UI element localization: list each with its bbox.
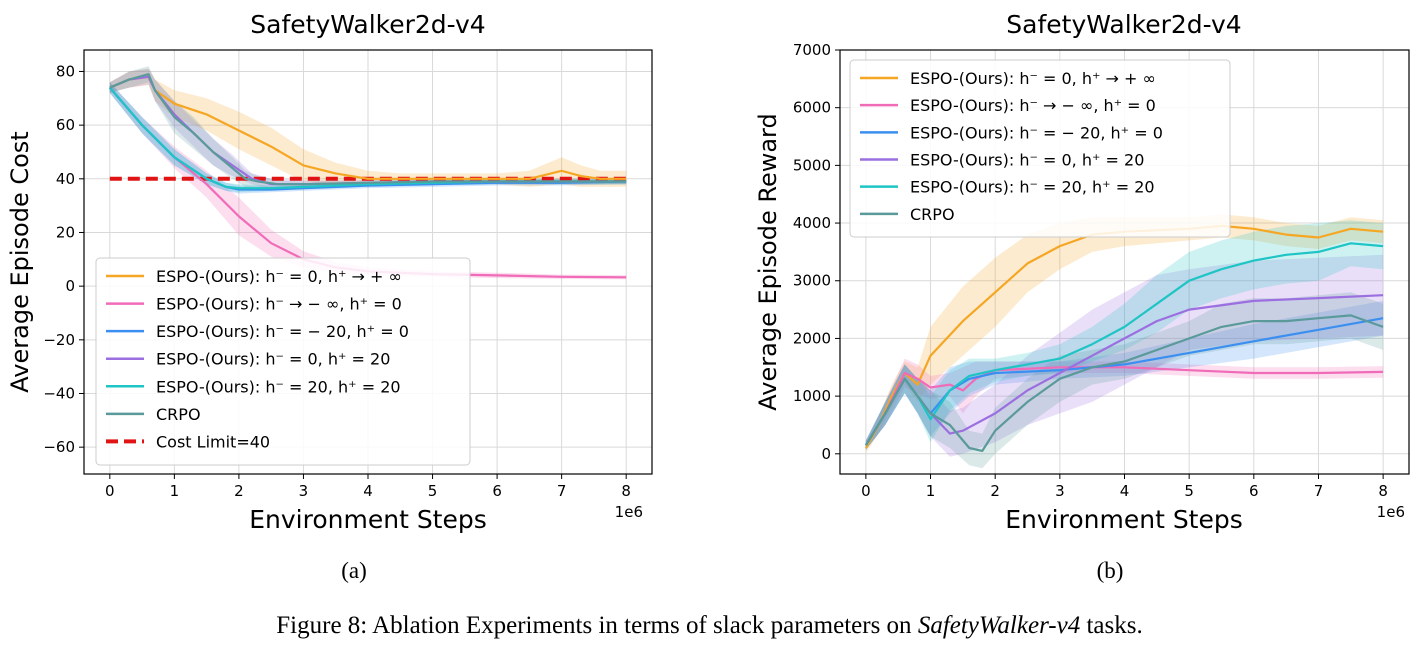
chart-panel-b: SafetyWalker2d-v4 Average Episode Reward… [754, 10, 1410, 583]
series-band [109, 82, 627, 280]
legend-label: ESPO-(Ours): h⁻ = 0, h⁺ → + ∞ [156, 267, 402, 286]
legend-label: ESPO-(Ours): h⁻ = 20, h⁺ = 20 [910, 178, 1155, 197]
series-band [865, 220, 1384, 450]
y-axis-label: Average Episode Reward [754, 113, 782, 410]
series-line [109, 73, 627, 186]
legend-label: CRPO [910, 205, 955, 224]
series-line [109, 75, 627, 180]
series-band [865, 254, 1384, 457]
legend-label: ESPO-(Ours): h⁻ → − ∞, h⁺ = 0 [910, 96, 1156, 115]
x-tick-label: 7 [1314, 482, 1324, 500]
x-tick-label: 1 [170, 482, 180, 500]
x-offset-text: 1e6 [615, 503, 643, 521]
x-tick-label: 3 [299, 482, 309, 500]
y-tick-label: 0 [65, 277, 75, 295]
panel-label: (b) [1097, 558, 1124, 583]
series-line [864, 314, 1384, 452]
y-tick-label: 20 [56, 223, 75, 241]
x-axis-label: Environment Steps [249, 505, 487, 534]
y-tick-label: 80 [56, 62, 75, 80]
legend-box [95, 257, 471, 466]
y-tick-label: 40 [56, 170, 75, 188]
legend-label: ESPO-(Ours): h⁻ = − 20, h⁺ = 0 [910, 123, 1163, 142]
legend-label: Cost Limit=40 [156, 432, 270, 451]
y-tick-label: 7000 [793, 41, 831, 59]
y-tick-label: 5000 [793, 156, 831, 174]
y-tick-label: −40 [43, 384, 75, 402]
x-tick-label: 6 [492, 482, 502, 500]
series-line [864, 366, 1384, 446]
x-tick-label: 4 [1120, 482, 1130, 500]
caption-prefix: Figure 8: Ablation Experiments in terms … [276, 612, 918, 639]
legend-label: ESPO-(Ours): h⁻ = − 20, h⁺ = 0 [156, 322, 409, 341]
x-tick-label: 0 [105, 482, 115, 500]
x-tick-label: 5 [428, 482, 438, 500]
series-band [865, 300, 1384, 450]
chart-panel-a: SafetyWalker2d-v4 Average Episode Cost E… [6, 10, 653, 583]
x-tick-label: 2 [990, 482, 1000, 500]
x-tick-label: 7 [557, 482, 567, 500]
series-band [865, 358, 1384, 450]
y-tick-label: 1000 [793, 387, 831, 405]
chart-title: SafetyWalker2d-v4 [250, 10, 485, 39]
legend-label: ESPO-(Ours): h⁻ = 20, h⁺ = 20 [156, 377, 401, 396]
legend-label: ESPO-(Ours): h⁻ → − ∞, h⁺ = 0 [156, 295, 402, 314]
x-axis-label: Environment Steps [1005, 505, 1243, 534]
y-tick-label: −60 [43, 438, 75, 456]
x-tick-label: 5 [1184, 482, 1194, 500]
x-tick-label: 3 [1055, 482, 1065, 500]
y-axis-label: Average Episode Cost [6, 131, 34, 392]
legend-box [849, 59, 1231, 238]
legend-label: ESPO-(Ours): h⁻ = 0, h⁺ = 20 [910, 151, 1144, 170]
legend-label: ESPO-(Ours): h⁻ = 0, h⁺ = 20 [156, 350, 390, 369]
series-band [865, 214, 1384, 453]
legend-label: ESPO-(Ours): h⁻ = 0, h⁺ → + ∞ [910, 69, 1156, 88]
y-tick-label: 6000 [793, 99, 831, 117]
series-band [865, 292, 1384, 469]
caption-suffix: tasks. [1080, 612, 1143, 639]
x-tick-label: 0 [861, 482, 871, 500]
x-tick-label: 8 [1378, 482, 1388, 500]
x-offset-text: 1e6 [1377, 503, 1405, 521]
x-tick-label: 4 [363, 482, 373, 500]
y-tick-label: 0 [821, 445, 831, 463]
x-tick-label: 2 [234, 482, 244, 500]
caption-task-name: SafetyWalker-v4 [917, 612, 1081, 639]
legend-label: CRPO [156, 405, 201, 424]
y-tick-label: 3000 [793, 272, 831, 290]
y-tick-label: 2000 [793, 329, 831, 347]
x-tick-label: 1 [926, 482, 936, 500]
y-tick-label: 60 [56, 116, 75, 134]
panel-label: (a) [341, 558, 367, 583]
chart-title: SafetyWalker2d-v4 [1006, 10, 1241, 39]
figure-caption: Figure 8: Ablation Experiments in terms … [0, 612, 1419, 640]
y-tick-label: −20 [43, 331, 75, 349]
x-tick-label: 8 [621, 482, 631, 500]
figure-canvas: SafetyWalker2d-v4 Average Episode Cost E… [6, 10, 1410, 583]
x-tick-label: 6 [1249, 482, 1259, 500]
y-tick-label: 4000 [793, 214, 831, 232]
